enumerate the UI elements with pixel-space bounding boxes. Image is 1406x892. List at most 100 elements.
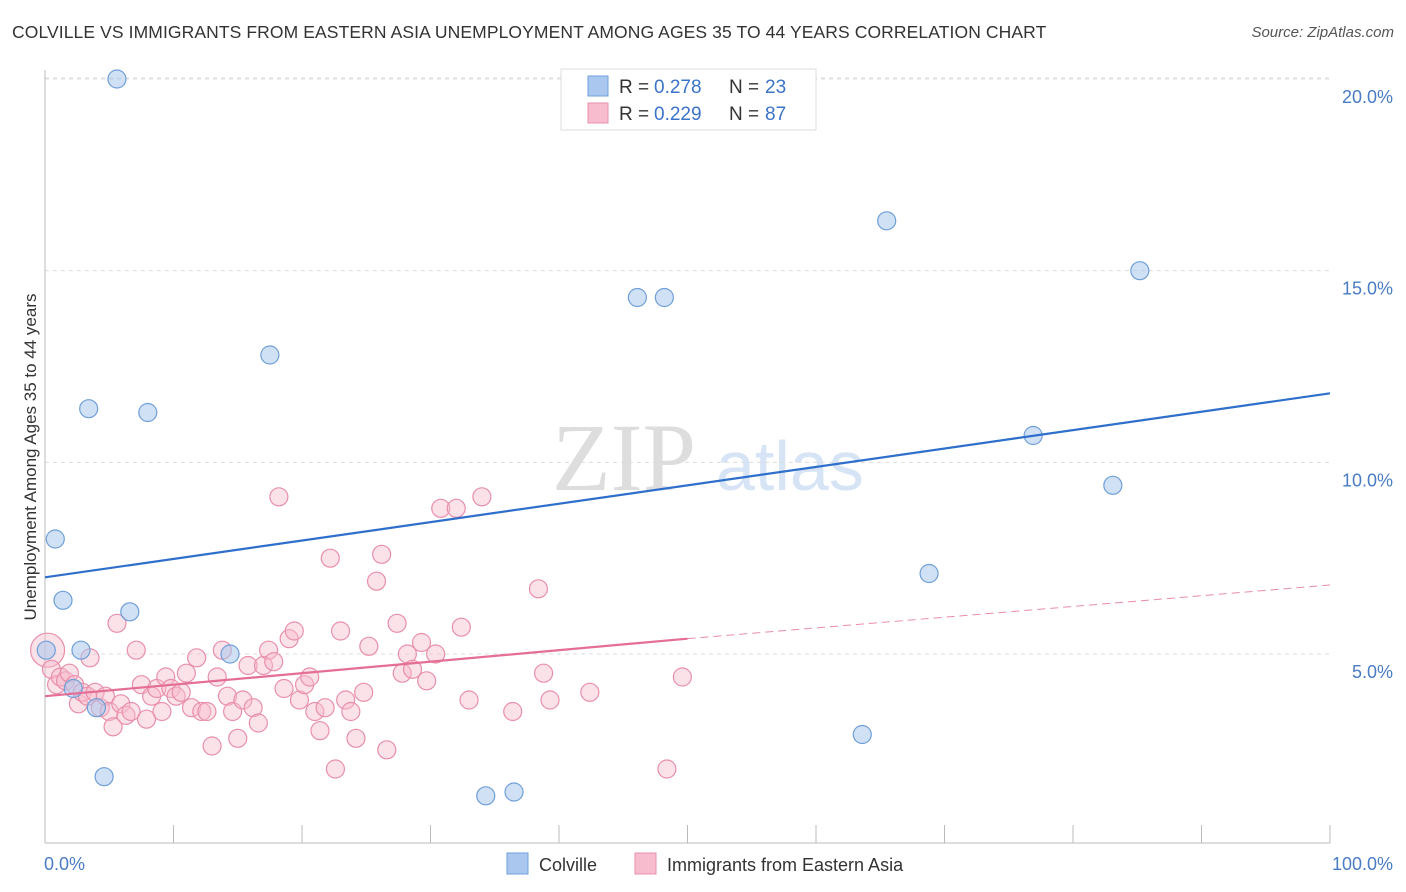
immigrants-point <box>346 728 366 748</box>
colville-point <box>476 786 496 806</box>
immigrants-point <box>533 663 554 683</box>
immigrants-point <box>580 682 600 702</box>
immigrants-point <box>320 548 340 568</box>
colville-point <box>107 69 127 89</box>
colville-point <box>79 399 99 419</box>
immigrants-point <box>207 667 227 687</box>
colville-point <box>1103 475 1123 495</box>
immigrants-point <box>540 690 560 710</box>
immigrants-point <box>284 621 304 641</box>
immigrants-point <box>238 655 258 676</box>
immigrants-point <box>136 709 157 729</box>
immigrants-point <box>107 613 127 633</box>
immigrants-point <box>459 690 479 710</box>
x-tick-label-max: 100.0% <box>1332 854 1393 874</box>
immigrants-trend-extension <box>687 584 1331 640</box>
immigrants-point <box>336 690 356 710</box>
immigrants-point <box>166 686 186 706</box>
legend-n-label-1: N = <box>729 77 759 98</box>
immigrants-point <box>187 648 207 668</box>
immigrants-point <box>359 636 379 656</box>
immigrants-point <box>103 717 123 737</box>
immigrants-point <box>121 701 141 722</box>
immigrants-point <box>672 667 692 687</box>
colville-point <box>627 287 647 308</box>
immigrants-point <box>111 694 131 714</box>
legend-swatch-colville <box>587 75 609 97</box>
immigrants-point <box>503 701 523 722</box>
legend-swatch-immigrants <box>587 102 609 124</box>
immigrants-point <box>217 686 238 706</box>
colville-point <box>504 782 524 802</box>
immigrants-point <box>341 701 361 722</box>
watermark-atlas: atlas <box>716 427 864 505</box>
x-tick-labels: 0.0% 100.0% <box>44 854 1393 874</box>
immigrants-point <box>366 571 387 591</box>
colville-point <box>36 640 56 660</box>
y-tick-label: 15.0% <box>1342 279 1393 299</box>
immigrants-point <box>181 698 202 718</box>
y-tick-label: 5.0% <box>1352 662 1393 682</box>
colville-point <box>45 529 65 549</box>
immigrants-point <box>192 701 212 722</box>
immigrants-point <box>197 701 217 722</box>
immigrants-point <box>426 644 446 664</box>
y-tick-label: 10.0% <box>1342 470 1393 490</box>
legend-r-label-2: R = <box>619 104 649 125</box>
legend-r-value-1: 0.278 <box>654 77 702 98</box>
immigrants-point <box>243 698 263 718</box>
colville-point <box>53 590 73 610</box>
colville-point <box>877 211 897 231</box>
immigrants-point <box>269 487 289 507</box>
bottom-legend: Colville Immigrants from Eastern Asia <box>506 852 904 875</box>
colville-point <box>220 644 240 664</box>
immigrants-point <box>431 498 451 518</box>
immigrants-point <box>171 682 191 702</box>
immigrants-point <box>451 617 471 637</box>
colville-point <box>94 767 114 787</box>
immigrants-point <box>274 678 294 699</box>
immigrants-point <box>310 721 330 741</box>
colville-point <box>86 698 107 718</box>
immigrants-point <box>126 640 146 660</box>
colville-point <box>138 402 158 423</box>
immigrants-point <box>253 655 274 676</box>
axes <box>44 70 1331 844</box>
legend-n-value-2: 87 <box>765 104 786 125</box>
immigrants-point <box>152 701 172 722</box>
immigrants-point <box>300 667 320 687</box>
legend-n-value-1: 23 <box>765 77 786 98</box>
legend-n-label-2: N = <box>729 104 759 125</box>
immigrants-point <box>289 690 310 710</box>
immigrants-point <box>354 682 374 702</box>
immigrants-point <box>258 640 279 660</box>
colville-point <box>120 602 140 622</box>
immigrants-point <box>116 705 136 725</box>
immigrants-point <box>202 736 222 756</box>
immigrants-point <box>411 632 432 653</box>
immigrants-point <box>228 728 248 748</box>
y-axis-label: Unemployment Among Ages 35 to 44 years <box>21 294 40 621</box>
immigrants-trend-line <box>44 637 688 698</box>
trend-lines <box>44 392 1331 698</box>
bottom-legend-label-immigrants: Immigrants from Eastern Asia <box>667 855 904 875</box>
chart-title: COLVILLE VS IMMIGRANTS FROM EASTERN ASIA… <box>12 22 1047 42</box>
immigrants-point <box>377 740 397 760</box>
immigrants-point <box>305 701 325 722</box>
colville-point <box>852 724 872 745</box>
immigrants-point <box>402 659 423 679</box>
watermark: ZIP atlas <box>552 404 864 511</box>
y-tick-labels: 5.0% 10.0% 15.0% 20.0% <box>1342 87 1393 682</box>
immigrants-point <box>472 487 492 507</box>
immigrants-point <box>372 544 392 564</box>
immigrants-point <box>446 498 466 518</box>
immigrants-point <box>528 579 549 599</box>
watermark-zip: ZIP <box>552 404 696 511</box>
colville-series <box>36 69 1150 806</box>
source-credit: Source: ZipAtlas.com <box>1251 24 1394 41</box>
immigrants-point <box>417 671 437 691</box>
immigrants-point <box>657 759 677 779</box>
immigrants-point <box>176 663 196 683</box>
legend-r-value-2: 0.229 <box>654 104 702 125</box>
bottom-legend-swatch-immigrants <box>634 852 657 875</box>
